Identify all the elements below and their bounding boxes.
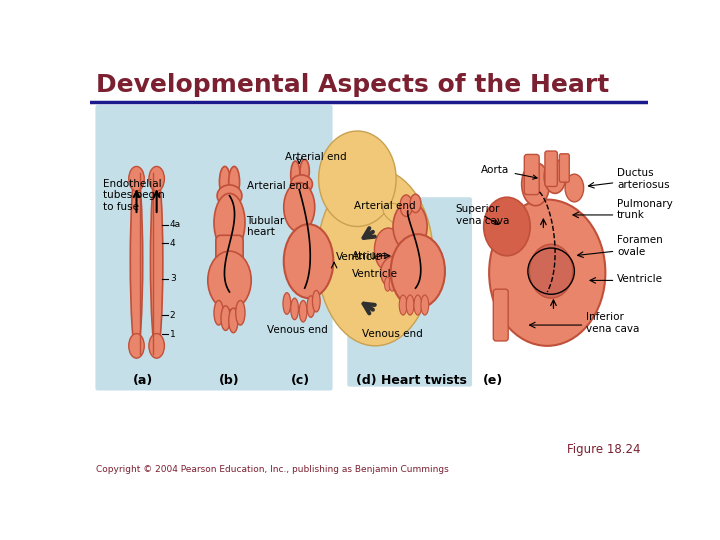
Ellipse shape [291,175,312,193]
Ellipse shape [389,278,395,291]
Ellipse shape [421,295,428,315]
FancyBboxPatch shape [559,154,570,182]
Ellipse shape [406,295,414,315]
Ellipse shape [529,244,573,298]
Ellipse shape [208,251,251,309]
Ellipse shape [229,166,240,197]
Ellipse shape [130,168,143,354]
Text: Venous end: Venous end [266,326,328,335]
Ellipse shape [391,234,445,308]
Text: Ventricle: Ventricle [617,274,663,284]
Text: Aorta: Aorta [482,165,537,179]
Ellipse shape [217,185,242,206]
Text: Foramen
ovale: Foramen ovale [617,235,662,256]
Ellipse shape [393,202,427,251]
Ellipse shape [283,293,291,314]
Text: 2: 2 [170,310,176,320]
FancyBboxPatch shape [493,289,508,341]
Ellipse shape [284,224,333,298]
Ellipse shape [291,298,299,320]
Ellipse shape [544,159,566,193]
Ellipse shape [374,228,402,271]
Text: (b): (b) [219,374,240,387]
Ellipse shape [214,300,223,325]
Ellipse shape [312,291,320,312]
Text: (e): (e) [483,374,503,387]
Text: 4: 4 [170,239,176,248]
Ellipse shape [300,300,307,322]
Ellipse shape [381,256,412,289]
Ellipse shape [565,174,584,202]
Ellipse shape [300,159,310,183]
FancyBboxPatch shape [347,197,472,387]
Text: 4a: 4a [170,220,181,230]
Text: Arterial end: Arterial end [354,201,415,211]
Text: Inferior
vena cava: Inferior vena cava [586,312,639,334]
Ellipse shape [284,183,315,232]
Ellipse shape [383,203,414,227]
Text: Endothelial
tubes begin
to fuse: Endothelial tubes begin to fuse [103,179,165,212]
Text: Pulmonary
trunk: Pulmonary trunk [617,199,672,220]
Text: Ductus
arteriosus: Ductus arteriosus [617,168,670,190]
Ellipse shape [522,163,549,206]
Ellipse shape [129,334,144,358]
Ellipse shape [291,161,300,189]
Text: (c): (c) [291,374,310,387]
FancyBboxPatch shape [524,154,539,194]
Ellipse shape [220,166,230,197]
Ellipse shape [489,200,606,346]
Ellipse shape [399,295,407,315]
FancyBboxPatch shape [216,235,243,268]
Ellipse shape [149,334,164,358]
Ellipse shape [214,193,245,252]
Ellipse shape [150,168,163,354]
Text: (a): (a) [132,374,153,387]
Ellipse shape [129,166,144,191]
Text: Figure 18.24: Figure 18.24 [567,443,640,456]
Text: Tubular
heart: Tubular heart [246,215,285,237]
Text: (d) Heart twists: (d) Heart twists [356,374,467,387]
Ellipse shape [394,278,400,291]
Text: Copyright © 2004 Pearson Education, Inc., publishing as Benjamin Cummings: Copyright © 2004 Pearson Education, Inc.… [96,464,449,474]
Ellipse shape [235,300,245,325]
Ellipse shape [317,168,433,346]
Text: Ventricle: Ventricle [352,269,398,279]
Text: Arterial end: Arterial end [285,152,347,162]
Ellipse shape [414,295,422,315]
Text: Superior
vena cava: Superior vena cava [456,204,509,226]
Text: Developmental Aspects of the Heart: Developmental Aspects of the Heart [96,73,609,97]
Ellipse shape [484,197,530,256]
Text: Venous end: Venous end [362,329,423,339]
FancyBboxPatch shape [96,105,333,390]
Ellipse shape [410,194,421,213]
Text: Atrium: Atrium [352,251,387,261]
Ellipse shape [384,278,391,291]
Text: Ventricle: Ventricle [336,252,382,262]
FancyBboxPatch shape [545,151,557,186]
Ellipse shape [319,131,396,226]
Text: Arterial end: Arterial end [246,181,308,192]
Text: 3: 3 [170,274,176,284]
Text: 1: 1 [170,330,176,339]
Ellipse shape [149,166,164,191]
Ellipse shape [307,296,315,318]
Ellipse shape [400,195,413,217]
Ellipse shape [229,308,238,333]
Ellipse shape [221,306,230,330]
